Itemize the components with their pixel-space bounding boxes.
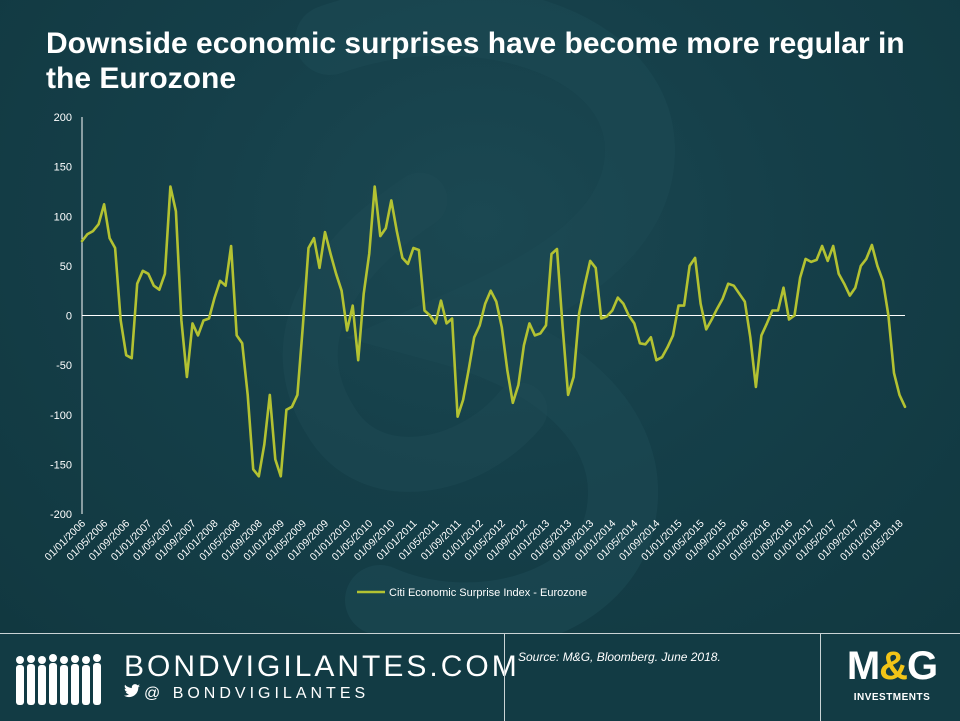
twitter-handle[interactable]: @ BONDVIGILANTES <box>124 684 369 704</box>
y-tick-label: -150 <box>50 459 72 471</box>
y-tick-label: -100 <box>50 410 72 422</box>
footer-divider <box>504 634 505 721</box>
footer-divider <box>820 634 821 721</box>
y-tick-label: 100 <box>54 211 72 223</box>
footer: BONDVIGILANTES.COM @ BONDVIGILANTES Sour… <box>0 633 960 721</box>
line-chart: 200 150 100 50 0 -50 -100 -150 -200 01/01/200601… <box>42 112 907 599</box>
twitter-handle-text: @ BONDVIGILANTES <box>144 685 370 702</box>
series-group <box>80 185 907 478</box>
people-silhouettes-icon <box>16 654 101 705</box>
y-tick-label: -200 <box>50 509 72 521</box>
source-note: Source: M&G, Bloomberg. June 2018. <box>518 650 721 664</box>
page-title: Downside economic surprises have become … <box>46 27 905 95</box>
y-tick-label: -50 <box>56 360 72 372</box>
mg-investments-logo: M&G INVESTMENTS <box>836 644 948 714</box>
y-tick-label: 50 <box>60 261 72 273</box>
y-axis: 200 150 100 50 0 -50 -100 -150 -200 <box>50 112 83 521</box>
y-tick-label: 200 <box>54 112 72 124</box>
watermark-logo <box>0 0 960 633</box>
y-tick-label: 0 <box>66 311 72 323</box>
twitter-bird-icon <box>124 684 140 698</box>
x-axis: 01/01/200601/05/200601/09/200601/01/2007… <box>42 315 906 563</box>
legend-label: Citi Economic Surprise Index - Eurozone <box>389 587 587 599</box>
series-line <box>80 185 907 478</box>
legend: Citi Economic Surprise Index - Eurozone <box>357 587 587 599</box>
logo-subtitle: INVESTMENTS <box>853 692 931 703</box>
y-tick-label: 150 <box>54 162 72 174</box>
logo-wordmark: M&G <box>846 644 938 688</box>
brand-name: BONDVIGILANTES.COM <box>124 650 520 683</box>
